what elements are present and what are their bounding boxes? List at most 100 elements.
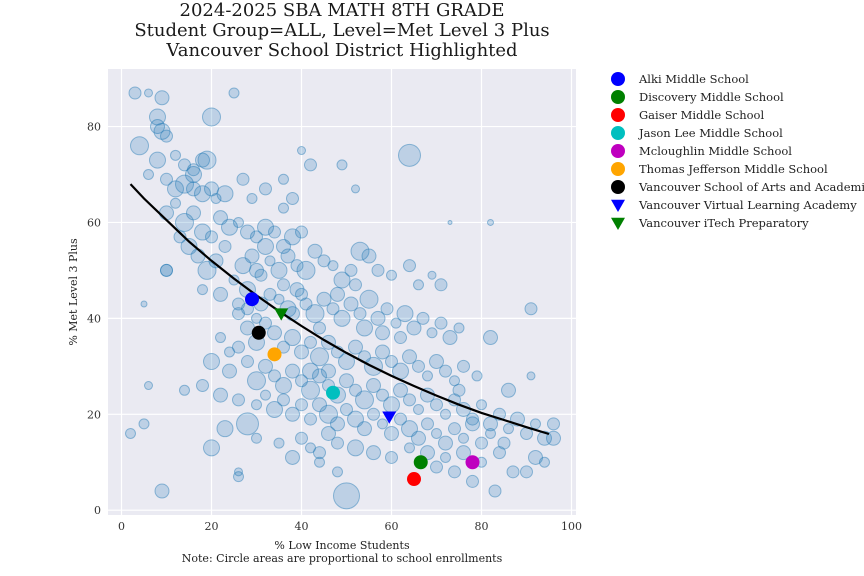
y-tick-label: 60	[87, 216, 101, 229]
school-point	[493, 446, 506, 460]
school-point	[355, 390, 374, 410]
school-point	[456, 445, 471, 461]
legend-marker	[611, 90, 625, 104]
school-point	[149, 108, 166, 126]
y-tick-label: 40	[87, 312, 101, 325]
legend-marker	[611, 162, 625, 176]
school-point	[205, 230, 218, 244]
school-point	[264, 255, 276, 267]
school-point	[228, 87, 240, 99]
school-point	[197, 284, 208, 296]
school-point	[130, 136, 149, 156]
school-point	[465, 416, 480, 432]
highlight-marker	[267, 347, 282, 362]
school-point	[539, 456, 550, 468]
school-point	[304, 335, 317, 349]
highlight-marker	[274, 308, 289, 321]
school-point	[216, 185, 234, 203]
school-point	[377, 418, 388, 430]
school-point	[277, 278, 290, 292]
school-point	[340, 402, 353, 416]
school-point	[143, 169, 154, 181]
school-point	[386, 269, 397, 281]
school-point	[194, 223, 211, 241]
school-point	[246, 192, 258, 204]
school-point	[333, 271, 351, 289]
school-point	[284, 329, 301, 347]
school-point	[483, 330, 498, 346]
legend-entry: Discovery Middle School	[639, 90, 784, 104]
school-point	[430, 460, 443, 474]
school-point	[232, 393, 245, 407]
school-point	[160, 263, 173, 277]
school-point	[422, 370, 433, 382]
school-point	[458, 432, 469, 444]
school-point	[434, 278, 448, 292]
trend-line	[129, 183, 550, 436]
school-point	[347, 410, 364, 428]
school-point	[278, 202, 289, 214]
highlight-marker	[382, 411, 397, 424]
legend-marker	[611, 199, 625, 212]
school-point	[438, 435, 453, 451]
x-tick-label: 40	[295, 520, 309, 533]
school-point	[203, 439, 220, 457]
school-point	[178, 158, 191, 172]
school-point	[251, 432, 262, 444]
school-point	[254, 268, 268, 282]
x-tick-label: 100	[561, 520, 582, 533]
school-point	[313, 446, 326, 460]
school-point	[213, 286, 228, 302]
school-point	[259, 316, 272, 330]
school-point	[203, 353, 220, 371]
school-point	[259, 182, 272, 196]
legend-marker	[611, 144, 625, 158]
legend-entry: Mcloughlin Middle School	[639, 144, 792, 158]
school-point	[427, 270, 437, 280]
school-point	[376, 388, 389, 402]
school-point	[457, 359, 470, 373]
school-point	[295, 431, 308, 445]
school-point	[520, 465, 533, 479]
legend-marker	[611, 180, 625, 194]
school-point	[448, 465, 461, 479]
school-point	[330, 416, 345, 432]
school-point	[257, 237, 274, 255]
school-point	[526, 371, 536, 381]
school-point	[421, 417, 434, 431]
school-point	[302, 362, 319, 380]
school-point	[503, 423, 514, 435]
school-point	[197, 150, 217, 170]
school-point	[367, 407, 380, 421]
school-point	[312, 368, 327, 384]
school-point	[406, 320, 422, 336]
legend-entry: Vancouver School of Arts and Academics	[638, 180, 864, 194]
school-point	[275, 377, 292, 395]
school-point	[276, 238, 291, 254]
school-point	[305, 304, 325, 324]
school-point	[218, 239, 232, 253]
school-point	[233, 216, 244, 228]
school-point	[160, 129, 173, 143]
school-point	[267, 325, 282, 341]
school-point	[251, 312, 262, 324]
school-point	[247, 371, 266, 391]
school-point	[258, 358, 273, 374]
chart-note: Note: Circle areas are proportional to s…	[182, 552, 503, 565]
background-points	[125, 86, 561, 510]
school-point	[321, 363, 336, 379]
school-point	[173, 230, 187, 244]
legend-marker	[611, 217, 625, 230]
school-point	[347, 439, 364, 457]
school-point	[412, 359, 425, 373]
x-tick-label: 0	[118, 520, 125, 533]
school-point	[144, 381, 153, 391]
school-point	[187, 163, 200, 177]
school-point	[331, 436, 344, 450]
school-point	[317, 254, 331, 268]
school-point	[396, 305, 414, 323]
school-point	[487, 218, 494, 226]
school-point	[353, 307, 367, 321]
school-point	[430, 398, 443, 412]
